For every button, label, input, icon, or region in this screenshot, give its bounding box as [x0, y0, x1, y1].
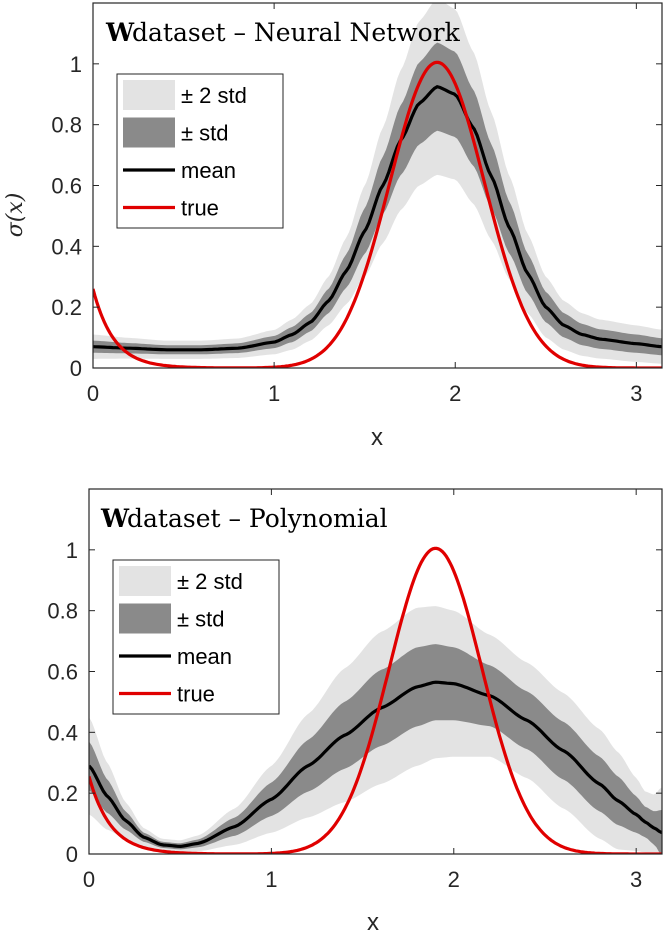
chart-title: dataset – Polynomial: [127, 504, 388, 533]
y-tick-label: 0: [70, 356, 82, 381]
series-mean: [93, 84, 662, 352]
legend-swatch-band1: [123, 117, 175, 148]
legend-label: ± std: [181, 121, 229, 146]
y-tick-label: 0.8: [51, 113, 82, 138]
series-true: [89, 546, 662, 854]
x-axis-label: x: [371, 424, 383, 451]
y-tick-label: 1: [66, 538, 78, 563]
y-tick-label: 0.8: [47, 599, 78, 624]
chart-title-symbol: W: [105, 18, 135, 47]
legend: ± 2 std ± std mean true: [116, 73, 284, 229]
band-1std: [89, 644, 662, 854]
x-tick-label: 1: [268, 381, 280, 406]
chart-title: dataset – Neural Network: [132, 18, 461, 47]
x-tick-label: 2: [448, 867, 460, 892]
y-tick-label: 0.2: [51, 295, 82, 320]
series-mean: [89, 680, 662, 849]
y-axis-label: σ(x): [3, 193, 28, 238]
x-tick-label: 3: [630, 867, 642, 892]
chart-neural-network: 0 1 2 3 0 0.2 0.4 0.6 0.8 1 W dataset – Neural Ne…: [3, 2, 663, 451]
y-tick-label: 0.4: [51, 234, 82, 259]
series-true: [93, 60, 662, 368]
x-tick-label: 0: [87, 381, 99, 406]
y-tick-label: 0: [66, 842, 78, 867]
legend-label: ± 2 std: [177, 569, 243, 594]
chart-polynomial: 0 1 2 3 0 0.2 0.4 0.6 0.8 1 W dataset – Polynomia…: [47, 488, 663, 934]
legend-label: true: [177, 682, 215, 707]
y-tick-label: 0.6: [51, 174, 82, 199]
y-tick-label: 0.6: [47, 660, 78, 685]
y-tick-label: 0.4: [47, 720, 78, 745]
legend-label: mean: [177, 644, 232, 669]
legend-label: true: [181, 196, 219, 221]
legend-label: mean: [181, 158, 236, 183]
legend-swatch-band1: [119, 603, 171, 634]
legend-swatch-band2: [123, 80, 175, 110]
legend-label: ± std: [177, 607, 225, 632]
legend-swatch-band2: [119, 566, 171, 596]
x-tick-label: 3: [630, 381, 642, 406]
y-tick-label: 1: [70, 52, 82, 77]
legend-label: ± 2 std: [181, 83, 247, 108]
x-axis-label: x: [367, 909, 379, 934]
legend: ± 2 std ± std mean true: [112, 559, 280, 715]
x-tick-label: 2: [449, 381, 461, 406]
y-tick-label: 0.2: [47, 781, 78, 806]
chart-title-symbol: W: [100, 504, 130, 533]
x-tick-label: 0: [83, 867, 95, 892]
x-tick-label: 1: [265, 867, 277, 892]
